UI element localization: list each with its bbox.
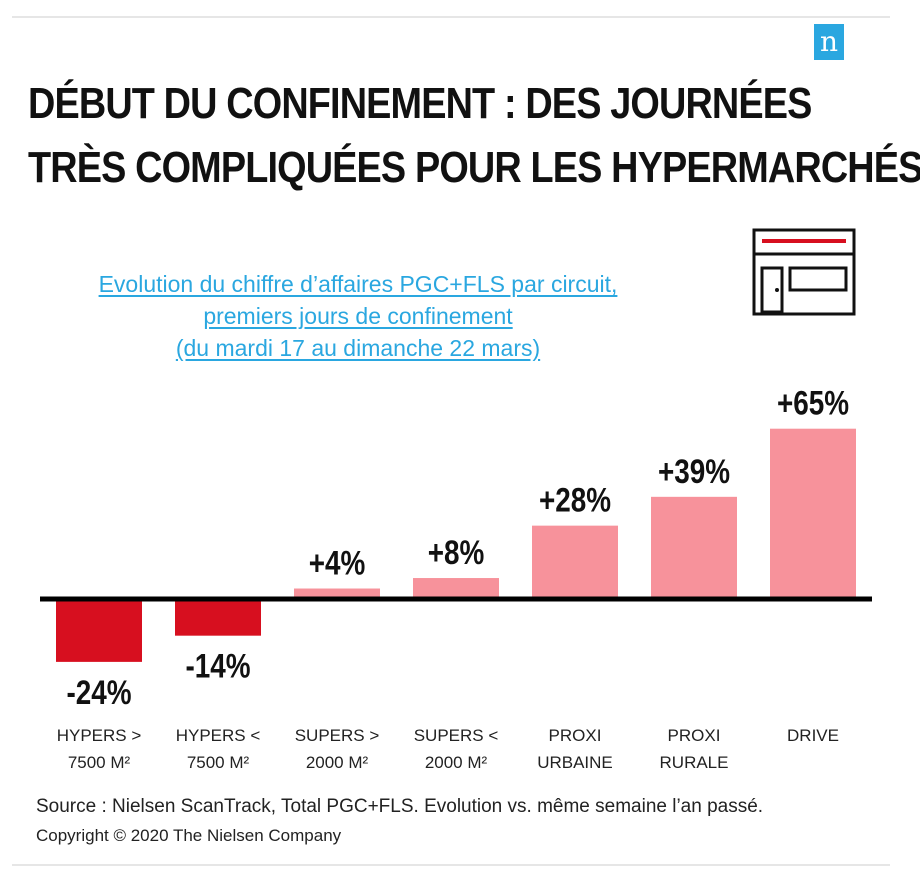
subtitle-line-1: Evolution du chiffre d’affaires PGC+FLS … [98, 271, 618, 297]
data-label-3: +4% [309, 544, 366, 582]
category-label-5-1: PROXI [549, 726, 602, 745]
nielsen-logo-icon: n [814, 24, 844, 60]
bar-1 [56, 599, 142, 662]
bar-3 [294, 588, 380, 599]
bar-2 [175, 599, 261, 636]
data-label-5: +28% [539, 481, 611, 519]
bar-6 [651, 496, 737, 599]
bar-5 [532, 525, 618, 599]
source-note: Source : Nielsen ScanTrack, Total PGC+FL… [36, 796, 764, 817]
category-label-3-2: 2000 M² [306, 753, 369, 772]
category-label-3-1: SUPERS > [295, 726, 380, 745]
subtitle-line-3: (du mardi 17 au dimanche 22 mars) [175, 335, 541, 361]
data-label-6: +39% [658, 452, 730, 490]
category-label-5-2: URBAINE [537, 753, 613, 772]
copyright-note: Copyright © 2020 The Nielsen Company [36, 826, 342, 845]
category-label-2-2: 7500 M² [187, 753, 250, 772]
category-label-4-2: 2000 M² [425, 753, 488, 772]
data-label-1: -24% [66, 673, 131, 711]
bottom-divider [12, 864, 890, 866]
title-line-1: Début du confinement : des journées [28, 79, 812, 128]
bar-7 [770, 428, 856, 599]
subtitle-line-2: premiers jours de confinement [203, 303, 513, 329]
store-icon [752, 228, 856, 316]
top-divider [12, 16, 890, 18]
data-label-2: -14% [185, 647, 250, 685]
category-label-7-1: DRIVE [787, 726, 839, 745]
category-label-6-2: RURALE [660, 753, 729, 772]
category-label-1-1: HYPERS > [57, 726, 142, 745]
category-label-2-1: HYPERS < [176, 726, 261, 745]
data-label-7: +65% [777, 384, 849, 422]
data-label-4: +8% [428, 533, 485, 571]
category-label-6-1: PROXI [668, 726, 721, 745]
category-label-4-1: SUPERS < [414, 726, 499, 745]
chart-subtitle: Evolution du chiffre d’affaires PGC+FLS … [28, 268, 688, 364]
bar-4 [413, 578, 499, 599]
category-label-1-2: 7500 M² [68, 753, 131, 772]
